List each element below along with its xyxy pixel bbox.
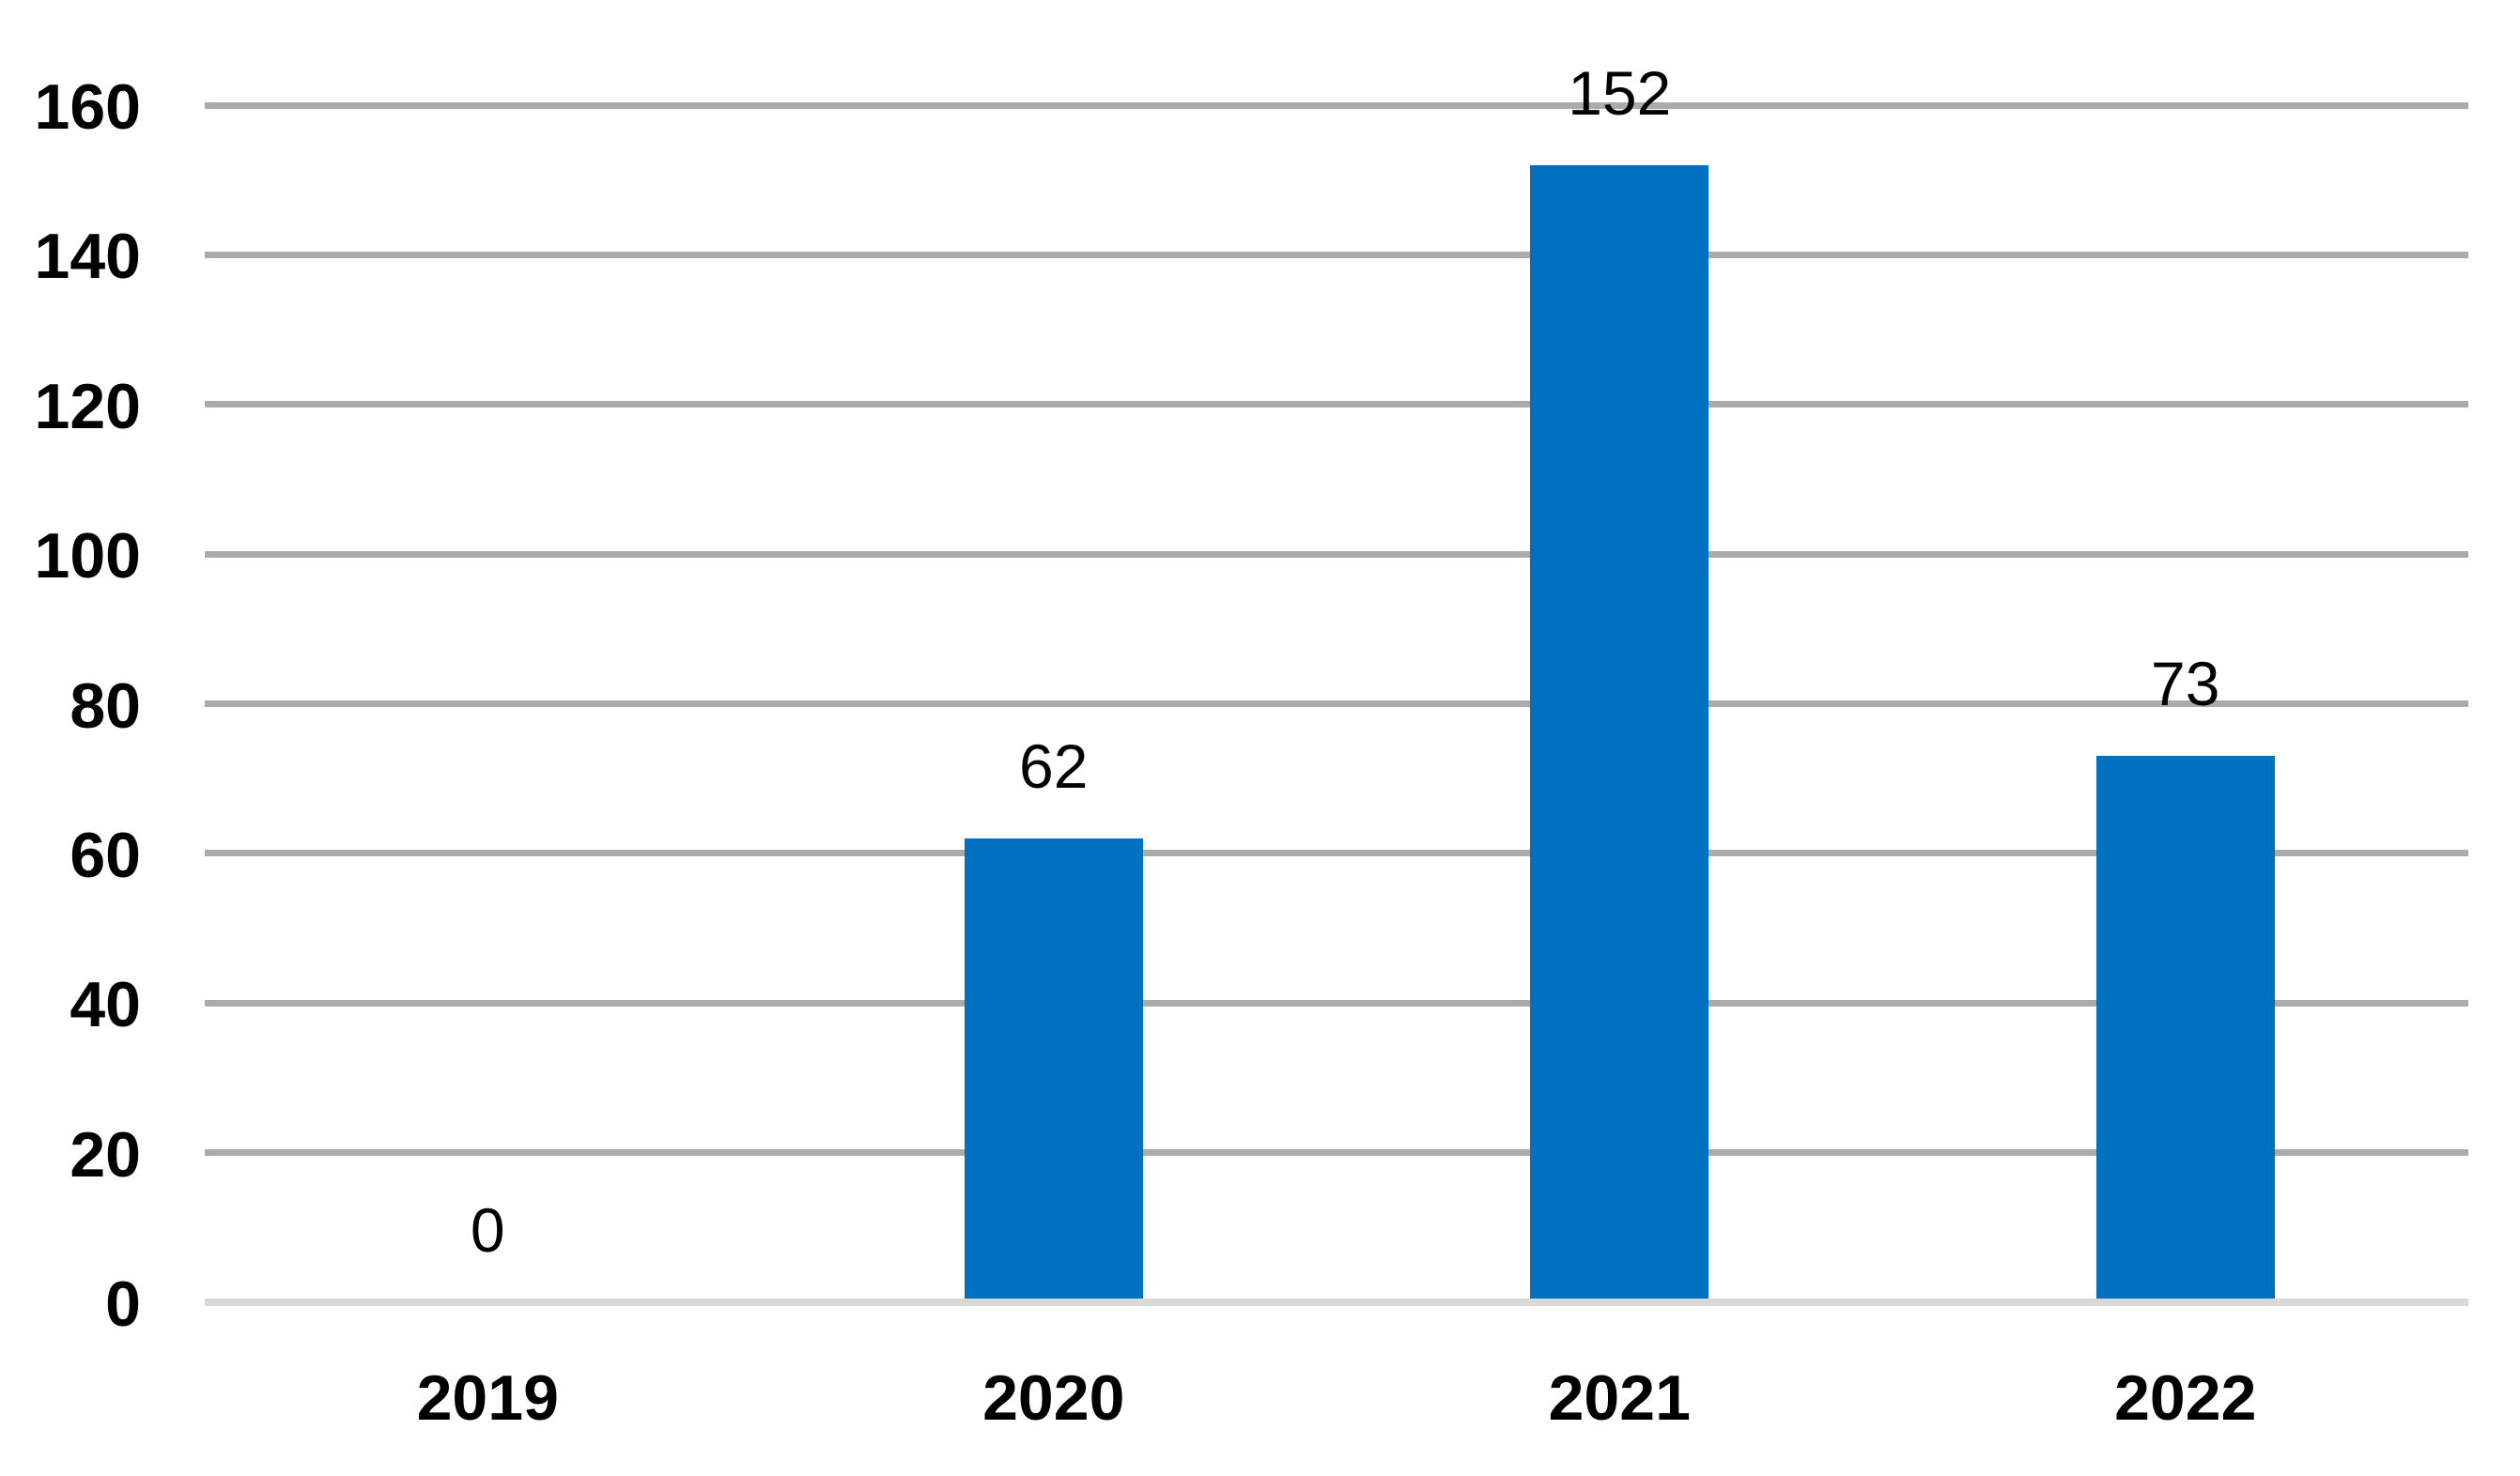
bar xyxy=(1530,164,1709,1299)
bar xyxy=(964,838,1143,1299)
y-gridline xyxy=(205,1149,2468,1157)
y-gridline xyxy=(205,550,2468,558)
bar-value-label: 73 xyxy=(2151,649,2220,719)
y-axis-tick-label: 40 xyxy=(70,969,141,1041)
y-axis-tick-label: 80 xyxy=(70,669,141,742)
y-gridline xyxy=(205,401,2468,408)
y-axis-tick-label: 140 xyxy=(34,221,141,293)
y-axis-tick-label: 0 xyxy=(105,1268,141,1340)
y-gridline xyxy=(205,101,2468,109)
bar-value-label: 152 xyxy=(1568,57,1672,128)
y-axis-tick-label: 60 xyxy=(70,819,141,891)
y-gridline xyxy=(205,850,2468,857)
y-axis-tick-label: 20 xyxy=(70,1118,141,1191)
y-gridline xyxy=(205,999,2468,1007)
y-axis-tick-label: 120 xyxy=(34,370,141,442)
x-axis-line xyxy=(205,1299,2468,1306)
x-axis-category-label: 2019 xyxy=(416,1362,559,1434)
bar-value-label: 62 xyxy=(1019,730,1089,801)
y-gridline xyxy=(205,251,2468,258)
y-axis-tick-label: 160 xyxy=(34,71,141,143)
y-axis-tick-label: 100 xyxy=(34,520,141,592)
x-axis-category-label: 2020 xyxy=(982,1362,1125,1434)
bar-value-label: 0 xyxy=(470,1195,505,1265)
x-axis-category-label: 2022 xyxy=(2114,1362,2257,1434)
x-axis-category-label: 2021 xyxy=(1548,1362,1691,1434)
y-gridline xyxy=(205,700,2468,707)
bar xyxy=(2095,756,2275,1299)
